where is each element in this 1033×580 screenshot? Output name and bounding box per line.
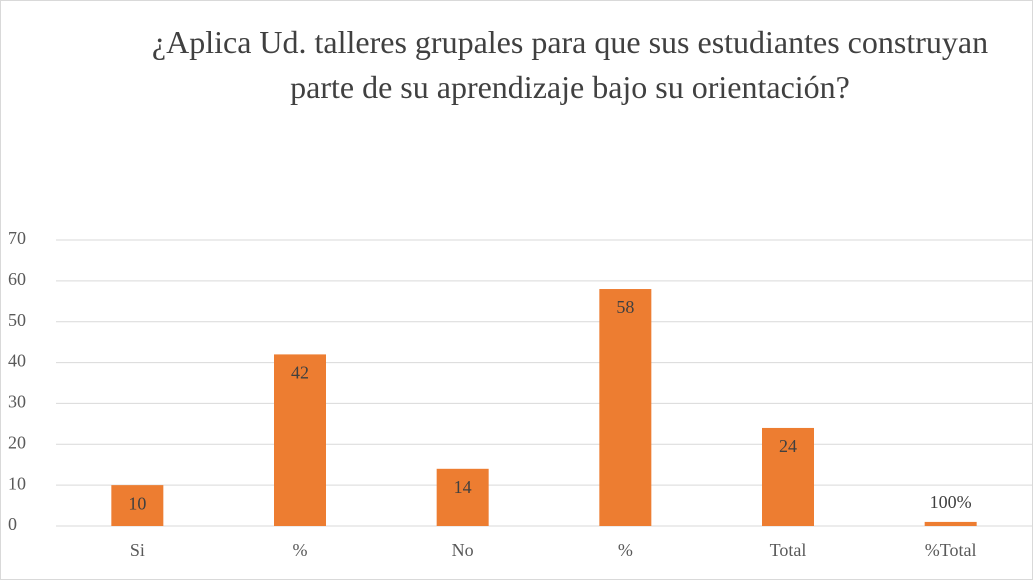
data-label: 58 bbox=[616, 297, 634, 317]
bar bbox=[274, 354, 326, 526]
x-tick-label: % bbox=[618, 540, 633, 560]
data-label: 42 bbox=[291, 363, 309, 383]
x-tick-label: % bbox=[293, 540, 308, 560]
x-tick-label: %Total bbox=[925, 540, 977, 560]
bar bbox=[436, 468, 489, 526]
y-tick-label: 30 bbox=[8, 392, 26, 412]
y-tick-label: 50 bbox=[8, 310, 26, 330]
y-tick-label: 20 bbox=[8, 432, 26, 452]
y-tick-label: 70 bbox=[8, 228, 26, 248]
y-tick-label: 0 bbox=[8, 514, 17, 534]
data-label: 14 bbox=[454, 477, 472, 497]
bar bbox=[924, 521, 977, 526]
data-label: 24 bbox=[779, 436, 797, 456]
data-label: 10 bbox=[128, 493, 146, 513]
y-tick-label: 10 bbox=[8, 473, 26, 493]
bar bbox=[599, 289, 652, 526]
bar bbox=[111, 485, 164, 526]
bar bbox=[762, 427, 814, 526]
x-tick-label: No bbox=[452, 540, 474, 560]
data-label: 100% bbox=[930, 492, 972, 512]
y-tick-label: 40 bbox=[8, 351, 26, 371]
y-tick-label: 60 bbox=[8, 269, 26, 289]
chart-title: ¿Aplica Ud. talleres grupales para que s… bbox=[151, 24, 989, 105]
x-tick-label: Total bbox=[770, 540, 807, 560]
x-tick-label: Si bbox=[130, 540, 145, 560]
